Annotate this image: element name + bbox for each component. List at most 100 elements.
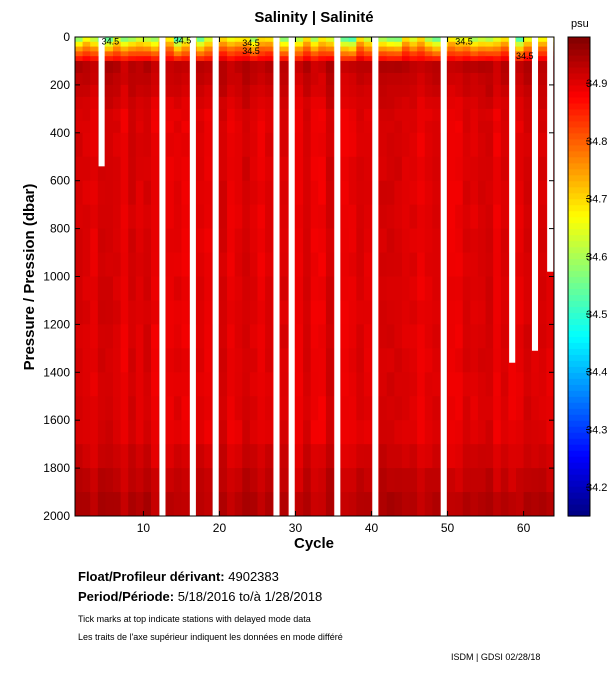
heat-cell: [538, 132, 547, 158]
heat-cell: [341, 492, 350, 517]
heat-cell: [227, 41, 236, 48]
heat-cell: [424, 84, 433, 98]
heat-cell: [249, 46, 258, 52]
heat-cell: [363, 324, 373, 349]
heat-cell: [151, 276, 160, 301]
heat-cell: [523, 96, 532, 110]
heat-cell: [227, 372, 236, 397]
heat-cell: [105, 372, 114, 397]
heat-cell: [470, 420, 479, 445]
heat-cell: [356, 96, 365, 110]
heat-cell: [447, 372, 456, 397]
heat-cell: [173, 396, 182, 421]
heat-cell: [242, 228, 251, 254]
heat-cell: [242, 132, 251, 158]
heat-cell: [455, 300, 464, 325]
heat-cell: [173, 41, 182, 48]
heat-cell: [249, 51, 258, 57]
heat-cell: [379, 96, 388, 110]
heat-cell: [356, 396, 365, 421]
heat-cell: [470, 84, 479, 98]
heat-cell: [318, 51, 327, 57]
heat-cell: [196, 348, 205, 373]
heat-cell: [105, 108, 114, 122]
heat-cell: [219, 46, 228, 52]
heat-cell: [143, 51, 152, 57]
heat-cell: [173, 348, 182, 373]
heat-cell: [409, 204, 418, 230]
heat-cell: [128, 324, 137, 349]
heat-cell: [500, 41, 509, 48]
heat-cell: [173, 204, 182, 230]
heat-cell: [257, 37, 266, 43]
heat-cell: [143, 37, 152, 43]
colorbar-segment: [568, 264, 590, 272]
heat-cell: [166, 468, 175, 493]
heat-cell: [523, 120, 532, 134]
heat-cell: [219, 41, 228, 48]
heat-cell: [113, 56, 122, 62]
heat-cell: [242, 72, 251, 86]
heat-cell: [356, 276, 365, 301]
heat-cell: [348, 60, 357, 74]
heat-cell: [424, 46, 433, 52]
heat-cell: [295, 180, 304, 206]
heat-cell: [447, 132, 456, 158]
heat-cell: [128, 372, 137, 397]
heat-cell: [409, 60, 418, 74]
heat-cell: [477, 120, 487, 134]
heat-cell: [546, 324, 555, 349]
heat-cell: [318, 156, 327, 182]
heat-cell: [318, 37, 327, 43]
heat-cell: [394, 156, 403, 182]
heat-cell: [432, 348, 441, 373]
heat-cell: [120, 156, 129, 182]
heat-cell: [173, 468, 182, 493]
heat-cell: [470, 132, 479, 158]
heat-cell: [409, 180, 418, 206]
heat-cell: [310, 108, 319, 122]
heat-cell: [538, 252, 547, 277]
heat-cell: [379, 132, 388, 158]
colorbar-tick-label: 34.6: [586, 251, 607, 263]
heat-cell: [325, 96, 334, 110]
colorbar-segment: [568, 468, 590, 475]
heat-cell: [538, 156, 547, 182]
heat-cell: [409, 132, 418, 158]
heat-cell: [204, 41, 213, 48]
heat-cell: [379, 396, 388, 421]
heat-cell: [181, 156, 190, 182]
colorbar-segment: [568, 324, 590, 331]
heat-cell: [204, 492, 213, 517]
heat-cell: [204, 444, 213, 469]
heat-cell: [234, 372, 243, 397]
heat-cell: [462, 60, 471, 74]
heat-cell: [82, 204, 91, 230]
heat-cell: [401, 372, 411, 397]
heat-cell: [432, 492, 441, 517]
heat-cell: [257, 348, 266, 373]
heat-cell: [363, 41, 373, 48]
heat-cell: [424, 372, 433, 397]
heat-cell: [318, 46, 327, 52]
heat-cell: [196, 96, 205, 110]
heat-cell: [363, 46, 373, 52]
heat-cell: [394, 56, 403, 62]
heat-cell: [341, 41, 350, 48]
heat-cell: [485, 420, 494, 445]
heat-cell: [417, 444, 426, 469]
heat-cell: [143, 96, 152, 110]
heat-cell: [82, 96, 91, 110]
heat-cell: [181, 420, 190, 445]
heat-cell: [523, 372, 532, 397]
heat-cell: [341, 72, 350, 86]
colorbar-segment: [568, 498, 590, 505]
heat-cell: [196, 84, 205, 98]
heat-cell: [409, 120, 418, 134]
heat-cell: [135, 372, 144, 397]
heat-cell: [386, 37, 395, 43]
heat-cell: [386, 72, 395, 86]
heat-cell: [90, 348, 99, 373]
heat-cell: [386, 51, 395, 57]
heat-cell: [303, 420, 312, 445]
